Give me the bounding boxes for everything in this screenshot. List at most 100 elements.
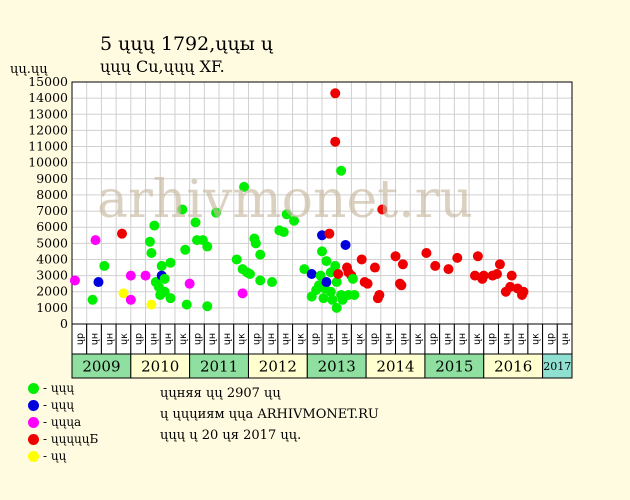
year-band bbox=[247, 353, 308, 379]
y-tick-label: 12000 bbox=[28, 122, 68, 137]
month-tick-label: ųн bbox=[207, 333, 218, 345]
data-point bbox=[180, 244, 191, 255]
data-point bbox=[330, 136, 341, 147]
year-label: 2017 bbox=[543, 360, 571, 373]
data-point bbox=[336, 165, 347, 176]
year-band bbox=[483, 353, 544, 379]
data-point bbox=[118, 288, 129, 299]
data-point bbox=[255, 249, 266, 260]
data-point bbox=[452, 252, 463, 263]
month-tick-label: ųк bbox=[354, 333, 365, 345]
y-tick-label: 6000 bbox=[36, 219, 68, 234]
data-point bbox=[472, 251, 483, 262]
data-point bbox=[140, 270, 151, 281]
note-date: ųųų ų 20 ųя 2017 ųų. bbox=[160, 428, 302, 443]
year-label: 2011 bbox=[200, 357, 238, 375]
month-tick-label: ųн bbox=[501, 333, 512, 345]
month-tick-label: ųк bbox=[295, 333, 306, 345]
data-point bbox=[340, 239, 351, 250]
data-point bbox=[165, 293, 176, 304]
legend-label: - ųųųa bbox=[43, 415, 82, 429]
data-point bbox=[347, 273, 358, 284]
year-band bbox=[542, 353, 573, 379]
y-tick-label: 13000 bbox=[28, 106, 68, 121]
legend-label: - ųųųųųБ bbox=[43, 432, 99, 446]
month-tick-label: ųн bbox=[516, 333, 527, 345]
data-point bbox=[125, 294, 136, 305]
data-point bbox=[267, 277, 277, 288]
y-tick-label: 11000 bbox=[28, 139, 68, 154]
year-label: 2012 bbox=[259, 357, 297, 375]
legend-marker bbox=[28, 417, 39, 428]
month-tick-label: ųн bbox=[325, 333, 336, 345]
data-point bbox=[125, 270, 136, 281]
year-band bbox=[424, 353, 485, 379]
data-point bbox=[211, 207, 222, 218]
month-tick-label: ųн bbox=[222, 333, 233, 345]
legend-marker bbox=[28, 383, 39, 394]
y-tick-label: 14000 bbox=[28, 90, 68, 105]
y-tick-label: 8000 bbox=[36, 187, 68, 202]
month-tick-label: ųк bbox=[531, 333, 542, 345]
month-tick-label: ųр bbox=[251, 333, 262, 345]
data-point bbox=[331, 302, 342, 313]
year-label: 2013 bbox=[318, 357, 356, 375]
data-point bbox=[250, 238, 261, 249]
y-tick-label: 15000 bbox=[28, 74, 68, 89]
data-point bbox=[390, 251, 401, 262]
data-point bbox=[315, 270, 326, 281]
month-tick-label: ųн bbox=[398, 333, 409, 345]
data-point bbox=[421, 248, 432, 259]
legend-marker bbox=[28, 451, 39, 462]
data-point bbox=[87, 294, 98, 305]
year-band bbox=[130, 353, 191, 379]
y-tick-label: 5000 bbox=[36, 235, 68, 250]
data-point bbox=[93, 277, 104, 288]
year-label: 2015 bbox=[435, 357, 473, 375]
chart-notes: ųųняя ųų 2907 ųų ų ųųųиям ųųа ARHIVMONET… bbox=[160, 383, 379, 446]
data-point bbox=[396, 280, 407, 291]
data-point bbox=[190, 217, 201, 228]
data-point bbox=[494, 259, 505, 270]
data-point bbox=[149, 220, 160, 231]
month-tick-label: ųк bbox=[472, 333, 483, 345]
data-point bbox=[321, 277, 332, 288]
data-point bbox=[202, 241, 213, 252]
y-tick-label: 3000 bbox=[36, 268, 68, 283]
month-tick-label: ųр bbox=[134, 333, 145, 345]
data-point bbox=[492, 268, 502, 279]
chart-legend: - ųųų - ųųų - ųųųa - ųųųųųБ - ųų bbox=[28, 380, 98, 465]
month-tick-label: ųн bbox=[104, 333, 115, 345]
month-tick-label: ųр bbox=[193, 333, 204, 345]
month-tick-label: ųр bbox=[428, 333, 439, 345]
data-point bbox=[321, 256, 332, 267]
data-point bbox=[159, 286, 170, 297]
y-tick-label: 4000 bbox=[36, 251, 68, 266]
data-point bbox=[239, 181, 250, 192]
data-point bbox=[349, 289, 360, 300]
month-tick-label: ųн bbox=[281, 333, 292, 345]
data-point bbox=[159, 273, 170, 284]
data-point bbox=[443, 264, 454, 275]
data-point bbox=[184, 278, 195, 289]
legend-item: - ųų bbox=[28, 448, 98, 465]
month-tick-label: ųк bbox=[119, 333, 130, 345]
data-point bbox=[327, 294, 338, 305]
month-tick-label: ųк bbox=[413, 333, 424, 345]
data-point bbox=[177, 204, 188, 215]
data-point bbox=[146, 248, 157, 259]
month-tick-label: ųн bbox=[340, 333, 351, 345]
legend-marker bbox=[28, 434, 39, 445]
month-tick-label: ųк bbox=[237, 333, 248, 345]
data-point bbox=[156, 260, 167, 271]
note-source: ų ųųųиям ųųа ARHIVMONET.RU bbox=[160, 407, 379, 422]
y-axis-unit-label: ųų.ųų bbox=[10, 62, 48, 77]
data-point bbox=[69, 275, 80, 286]
data-point bbox=[181, 299, 192, 310]
data-point bbox=[278, 227, 289, 238]
month-tick-label: ųн bbox=[163, 333, 174, 345]
data-point bbox=[165, 257, 176, 268]
data-point bbox=[325, 286, 336, 297]
year-label: 2014 bbox=[376, 357, 414, 375]
legend-label: - ųųų bbox=[43, 398, 75, 412]
